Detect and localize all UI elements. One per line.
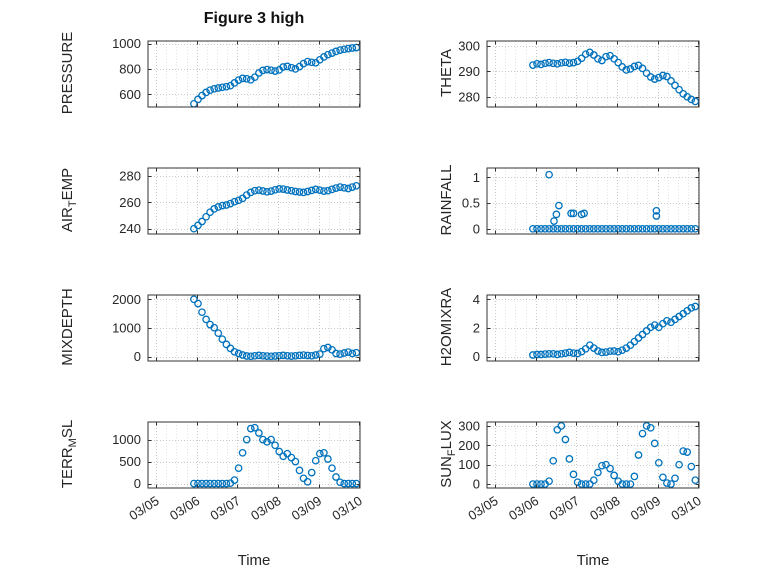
svg-text:1: 1	[473, 170, 480, 185]
tick-marks	[148, 41, 360, 107]
svg-text:0.5: 0.5	[462, 196, 480, 211]
svg-text:4: 4	[473, 292, 480, 307]
y-axis-label-pressure: PRESSURE	[59, 31, 76, 115]
tick-marks	[148, 168, 360, 234]
svg-text:300: 300	[458, 418, 480, 433]
y-tick-labels: 0 100 200 300	[458, 418, 480, 491]
figure-title: Figure 3 high	[203, 10, 305, 27]
y-tick-labels: 240 260 280	[119, 168, 141, 236]
y-tick-labels: 0 500 1000	[112, 432, 141, 491]
y-tick-labels: 600 800 1000	[112, 36, 141, 102]
svg-text:03/09: 03/09	[289, 493, 324, 523]
y-tick-labels: 0 1000 2000	[112, 292, 141, 364]
subplot-pressure: 600 800 1000	[112, 36, 361, 108]
svg-text:2000: 2000	[112, 292, 141, 307]
svg-text:03/10: 03/10	[329, 493, 364, 523]
svg-text:1000: 1000	[112, 321, 141, 336]
svg-text:03/07: 03/07	[208, 493, 243, 523]
svg-text:03/05: 03/05	[465, 493, 500, 523]
svg-text:290: 290	[458, 64, 480, 79]
x-axis-label-time-right: Time	[576, 552, 610, 569]
svg-text:0: 0	[134, 349, 141, 364]
svg-text:100: 100	[458, 457, 480, 472]
x-tick-labels: 03/05 03/06 03/07 03/08 03/09 03/10	[465, 493, 704, 523]
svg-text:0: 0	[134, 476, 141, 491]
subplot-air-temp: 240 260 280	[119, 167, 361, 236]
svg-text:03/08: 03/08	[248, 493, 283, 523]
tick-marks	[487, 295, 699, 361]
y-tick-labels: 280 290 300	[458, 39, 480, 105]
svg-text:0: 0	[473, 349, 480, 364]
tick-marks	[148, 295, 360, 361]
svg-text:300: 300	[458, 39, 480, 54]
svg-text:600: 600	[119, 87, 141, 102]
tick-marks	[487, 168, 699, 234]
y-axis-label-air-temp: AIRTEMP	[59, 167, 79, 233]
data-points	[190, 295, 361, 361]
tick-marks	[487, 41, 699, 107]
y-tick-labels: 00.51	[462, 170, 480, 237]
svg-text:500: 500	[119, 454, 141, 469]
data-points	[529, 48, 700, 106]
svg-text:03/09: 03/09	[628, 493, 663, 523]
svg-text:280: 280	[119, 168, 141, 183]
svg-text:0: 0	[473, 477, 480, 492]
svg-text:240: 240	[119, 221, 141, 236]
data-points	[529, 302, 700, 359]
subplot-terr-msl: 0 500 1000 03/05 03/06 03/07 03/08 03/09 03/10	[112, 421, 365, 523]
svg-text:200: 200	[458, 438, 480, 453]
svg-text:260: 260	[119, 195, 141, 210]
y-axis-label-mixdepth: MIXDEPTH	[59, 288, 76, 366]
data-points	[190, 181, 361, 233]
svg-text:2: 2	[473, 321, 480, 336]
subplot-mixdepth: 0 1000 2000	[112, 292, 361, 364]
svg-text:0: 0	[473, 221, 480, 236]
data-points	[529, 422, 700, 488]
svg-text:03/06: 03/06	[167, 493, 202, 523]
subplot-sun-flux: 0 100 200 300 03/05 03/06 03/07 03/08 03/09 03/10	[458, 418, 704, 523]
data-points	[529, 170, 700, 233]
tick-marks	[487, 422, 699, 488]
svg-text:03/07: 03/07	[547, 493, 582, 523]
svg-text:1000: 1000	[112, 432, 141, 447]
subplot-rainfall: 00.51	[462, 167, 700, 237]
svg-text:03/10: 03/10	[668, 493, 703, 523]
x-tick-labels: 03/05 03/06 03/07 03/08 03/09 03/10	[126, 493, 365, 523]
svg-text:03/08: 03/08	[587, 493, 622, 523]
data-points	[190, 43, 361, 108]
svg-text:280: 280	[458, 89, 480, 104]
svg-text:03/05: 03/05	[126, 493, 161, 523]
x-axis-label-time-left: Time	[237, 552, 271, 569]
svg-text:1000: 1000	[112, 36, 141, 51]
subplot-h2omixra: 0 2 4	[473, 292, 700, 364]
svg-text:800: 800	[119, 61, 141, 76]
y-tick-labels: 0 2 4	[473, 292, 480, 364]
subplot-theta: 280 290 300	[458, 39, 700, 108]
y-axis-label-terr-msl: TERRMSL	[59, 419, 79, 489]
tick-marks	[148, 422, 360, 488]
svg-text:03/06: 03/06	[506, 493, 541, 523]
